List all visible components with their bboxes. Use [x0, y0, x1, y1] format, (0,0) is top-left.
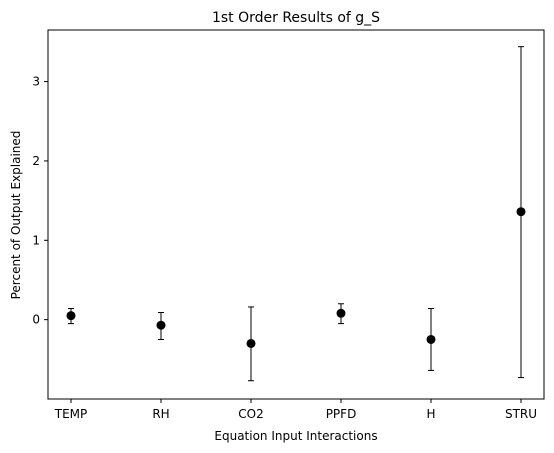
y-tick-label: 0 — [32, 313, 40, 327]
x-tick-label: TEMP — [54, 407, 88, 421]
y-tick-label: 1 — [32, 233, 40, 247]
y-tick-label: 2 — [32, 154, 40, 168]
data-point — [156, 320, 166, 330]
data-point — [336, 308, 346, 318]
data-point — [66, 311, 76, 321]
x-tick-label: STRU — [505, 407, 537, 421]
data-point — [516, 207, 526, 217]
y-axis-label: Percent of Output Explained — [9, 131, 23, 300]
plot-area — [66, 46, 526, 382]
plot-frame — [47, 29, 545, 400]
x-tick-label: CO2 — [238, 407, 263, 421]
x-tick-label: PPFD — [326, 407, 357, 421]
x-axis-ticks: TEMP RH CO2 PPFD H STRU — [54, 399, 537, 421]
y-axis-ticks: 0 1 2 3 — [32, 75, 48, 327]
x-tick-label: RH — [152, 407, 169, 421]
data-point — [426, 334, 436, 344]
y-tick-label: 3 — [32, 75, 40, 89]
x-axis-label: Equation Input Interactions — [214, 429, 377, 443]
data-point — [246, 338, 256, 348]
x-tick-label: H — [426, 407, 435, 421]
chart-title: 1st Order Results of g_S — [212, 10, 380, 26]
